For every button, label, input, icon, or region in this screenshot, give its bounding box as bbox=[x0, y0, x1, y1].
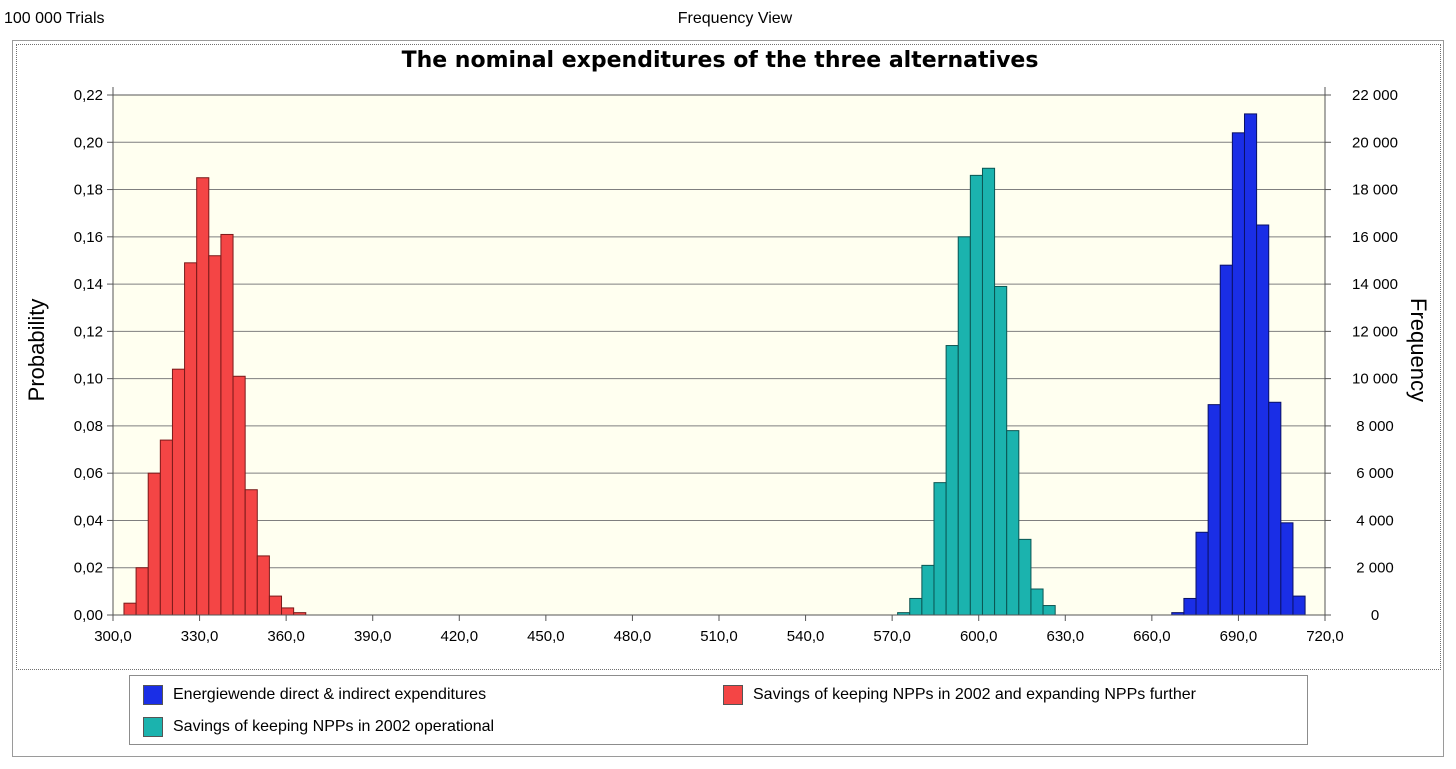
legend-swatch-red bbox=[723, 685, 743, 705]
x-tick-label: 360,0 bbox=[267, 628, 305, 645]
histogram-bar bbox=[123, 602, 137, 616]
y2-tick-label: 14 000 bbox=[1352, 276, 1398, 293]
y-tick-label: 0,02 bbox=[74, 560, 103, 577]
x-tick-label: 660,0 bbox=[1133, 628, 1171, 645]
y2-tick-label: 2 000 bbox=[1356, 560, 1394, 577]
x-tick-label: 690,0 bbox=[1220, 628, 1258, 645]
y-tick-label: 0,06 bbox=[74, 465, 103, 482]
histogram-bar bbox=[184, 262, 198, 616]
histogram-bar bbox=[256, 555, 270, 616]
plot-area-border bbox=[16, 44, 1441, 670]
y2-tick-label: 18 000 bbox=[1352, 182, 1398, 199]
x-tick-label: 630,0 bbox=[1047, 628, 1085, 645]
legend-label: Energiewende direct & indirect expenditu… bbox=[173, 686, 487, 703]
x-tick-label: 330,0 bbox=[181, 628, 219, 645]
plot-background bbox=[113, 95, 1325, 615]
histogram-bar bbox=[1030, 588, 1044, 616]
y2-tick-label: 4 000 bbox=[1356, 512, 1394, 529]
histogram-bar bbox=[957, 236, 971, 616]
y-tick-label: 0,12 bbox=[74, 323, 103, 340]
x-tick-label: 420,0 bbox=[441, 628, 479, 645]
y-tick-label: 0,14 bbox=[74, 276, 103, 293]
histogram-bar bbox=[909, 597, 923, 616]
y2-tick-label: 8 000 bbox=[1356, 418, 1394, 435]
histogram-bar bbox=[220, 233, 234, 616]
histogram-bar bbox=[208, 255, 222, 616]
chart-title: The nominal expenditures of the three al… bbox=[402, 48, 1039, 73]
histogram-bar bbox=[1268, 401, 1282, 616]
legend-label: Savings of keeping NPPs in 2002 and expa… bbox=[753, 686, 1196, 703]
histogram-bar bbox=[159, 439, 173, 616]
legend-swatch-blue bbox=[143, 685, 163, 705]
histogram-bar bbox=[969, 174, 983, 616]
histogram-bar bbox=[1042, 605, 1056, 616]
histogram-bar bbox=[1243, 113, 1258, 616]
histogram-bar bbox=[281, 607, 295, 616]
histogram-bar bbox=[1183, 597, 1197, 616]
gridlines bbox=[113, 94, 1325, 569]
histogram-bar bbox=[1219, 264, 1233, 616]
y-tick-label: 0,00 bbox=[74, 607, 103, 624]
y-tick-label: 0,10 bbox=[74, 371, 103, 388]
legend-item-expanding-npps: Savings of keeping NPPs in 2002 and expa… bbox=[723, 685, 1196, 705]
histogram-bar bbox=[1231, 132, 1245, 616]
y2-tick-label: 16 000 bbox=[1352, 229, 1398, 246]
y-tick-label: 0,20 bbox=[74, 134, 103, 151]
histogram-bar bbox=[933, 482, 947, 616]
top-bar: 100 000 Trials Frequency View bbox=[0, 0, 1456, 38]
y-tick-label: 0,16 bbox=[74, 229, 103, 246]
x-tick-label: 540,0 bbox=[787, 628, 825, 645]
axes: 0,00 0,02 0,04 0,06 0,08 0,10 0,12 0,14 0,16 0,18… bbox=[74, 87, 1398, 645]
y2-axis-label: Frequency bbox=[1406, 298, 1431, 402]
histogram-bar bbox=[1292, 595, 1306, 616]
histogram-bar bbox=[147, 472, 161, 616]
histogram-bar bbox=[1195, 531, 1209, 616]
y-tick-label: 0,08 bbox=[74, 418, 103, 435]
histogram-bar bbox=[1018, 538, 1032, 616]
histogram-bar bbox=[1280, 522, 1294, 616]
legend-label: Savings of keeping NPPs in 2002 operatio… bbox=[173, 718, 495, 735]
view-title: Frequency View bbox=[677, 10, 793, 27]
y2-tick-label: 12 000 bbox=[1352, 323, 1398, 340]
legend-item-energiewende: Energiewende direct & indirect expenditu… bbox=[143, 685, 486, 705]
x-tick-label: 570,0 bbox=[873, 628, 911, 645]
histogram-bar bbox=[945, 345, 959, 616]
y-tick-label: 0,18 bbox=[74, 182, 103, 199]
y2-tick-label: 6 000 bbox=[1356, 465, 1394, 482]
x-tick-label: 480,0 bbox=[614, 628, 652, 645]
histogram-bar bbox=[135, 567, 149, 616]
y2-tick-label: 20 000 bbox=[1352, 134, 1398, 151]
histogram-bar bbox=[244, 489, 258, 616]
y2-tick-label: 22 000 bbox=[1352, 87, 1398, 104]
histogram-bar bbox=[1006, 430, 1020, 616]
histogram-bar bbox=[981, 167, 996, 616]
x-tick-label: 300,0 bbox=[94, 628, 132, 645]
legend-swatch-teal bbox=[143, 717, 163, 737]
histogram-bar bbox=[232, 375, 246, 616]
histogram-bar bbox=[1207, 404, 1221, 616]
x-tick-label: 510,0 bbox=[700, 628, 738, 645]
histogram-bar bbox=[921, 564, 935, 616]
y-tick-label: 0,22 bbox=[74, 87, 103, 104]
histogram-bar bbox=[268, 595, 283, 616]
x-tick-label: 390,0 bbox=[354, 628, 392, 645]
legend-item-keeping-npps: Savings of keeping NPPs in 2002 operatio… bbox=[143, 717, 494, 737]
x-tick-label: 450,0 bbox=[527, 628, 565, 645]
y2-tick-label: 0 bbox=[1371, 607, 1379, 624]
trials-count: 100 000 Trials bbox=[4, 10, 105, 27]
y2-tick-label: 10 000 bbox=[1352, 371, 1398, 388]
legend: Energiewende direct & indirect expenditu… bbox=[129, 675, 1308, 745]
histogram-bars bbox=[123, 113, 1306, 616]
y-tick-label: 0,04 bbox=[74, 512, 103, 529]
histogram-bar bbox=[171, 368, 186, 616]
x-tick-label: 720,0 bbox=[1306, 628, 1344, 645]
histogram-bar bbox=[196, 177, 210, 616]
x-tick-label: 600,0 bbox=[960, 628, 998, 645]
y-axis-label: Probability bbox=[24, 299, 49, 402]
histogram-bar bbox=[1256, 224, 1270, 616]
histogram-bar bbox=[994, 285, 1008, 616]
